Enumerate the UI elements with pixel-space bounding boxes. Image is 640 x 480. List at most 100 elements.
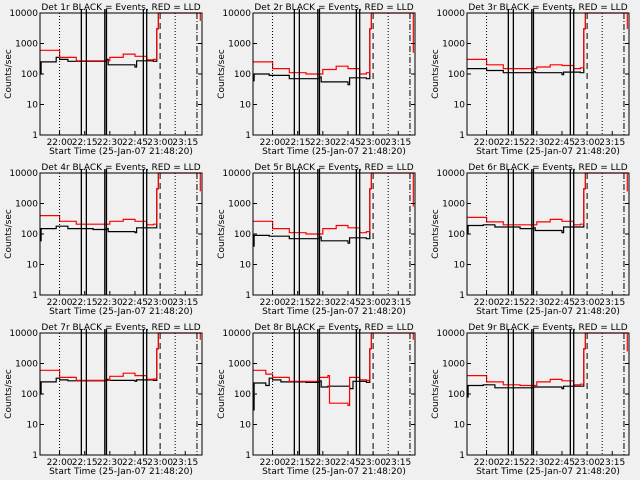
- x-tick-label: 23:15: [599, 458, 625, 468]
- y-tick-label: 10000: [222, 169, 251, 179]
- y-tick-label: 10000: [222, 329, 251, 339]
- plot-frame: [466, 172, 630, 296]
- x-tick-label: 22:15: [499, 298, 525, 308]
- y-tick-label: 1000: [228, 360, 251, 370]
- x-axis-label: Start Time (25-Jan-07 21:48:20): [262, 307, 406, 317]
- x-tick-label: 23:00: [360, 458, 386, 468]
- x-axis-label: Start Time (25-Jan-07 21:48:20): [49, 307, 193, 317]
- y-tick-label: 100: [448, 230, 465, 240]
- x-tick-label: 22:30: [97, 298, 123, 308]
- x-tick-label: 22:45: [335, 138, 361, 148]
- y-tick-label: 10: [240, 101, 252, 111]
- plot-frame: [39, 172, 203, 296]
- y-tick-label: 1000: [442, 200, 465, 210]
- x-tick-label: 22:45: [122, 298, 148, 308]
- y-tick-label: 10000: [9, 329, 38, 339]
- x-tick-label: 22:30: [310, 458, 336, 468]
- x-axis-label: Start Time (25-Jan-07 21:48:20): [476, 467, 620, 477]
- y-tick-label: 100: [448, 390, 465, 400]
- x-tick-label: 23:00: [360, 298, 386, 308]
- series-line-lld: [467, 332, 628, 387]
- x-axis-label: Start Time (25-Jan-07 21:48:20): [262, 467, 406, 477]
- x-tick-label: 23:00: [147, 138, 173, 148]
- series-line-events: [40, 333, 159, 395]
- y-tick-label: 1: [32, 291, 38, 301]
- x-tick-label: 22:00: [474, 458, 500, 468]
- x-tick-label: 23:00: [574, 138, 600, 148]
- series-line-events: [467, 13, 586, 76]
- series-line-events: [253, 333, 372, 411]
- x-tick-label: 22:00: [47, 458, 73, 468]
- series-line-lld: [253, 172, 414, 235]
- x-tick-label: 22:15: [72, 138, 98, 148]
- x-tick-label: 22:30: [524, 458, 550, 468]
- x-tick-label: 22:00: [47, 138, 73, 148]
- y-tick-label: 10000: [436, 169, 465, 179]
- x-tick-label: 22:30: [524, 138, 550, 148]
- x-tick-label: 22:15: [285, 298, 311, 308]
- y-axis-label: Counts/sec: [4, 369, 14, 419]
- x-tick-label: 22:15: [499, 138, 525, 148]
- y-tick-label: 100: [234, 70, 251, 80]
- x-axis-label: Start Time (25-Jan-07 21:48:20): [262, 147, 406, 157]
- series-line-lld: [467, 172, 628, 226]
- y-tick-label: 1000: [228, 40, 251, 50]
- series-line-lld: [253, 332, 414, 407]
- x-tick-label: 22:30: [97, 458, 123, 468]
- y-tick-label: 10: [454, 101, 466, 111]
- x-tick-label: 23:15: [385, 298, 411, 308]
- x-tick-label: 22:15: [72, 298, 98, 308]
- x-tick-label: 23:15: [599, 298, 625, 308]
- x-tick-label: 23:15: [172, 458, 198, 468]
- y-tick-label: 100: [21, 70, 38, 80]
- plot-frame: [252, 332, 416, 456]
- y-axis-label: Counts/sec: [217, 209, 227, 259]
- panel-title: Det 3r BLACK = Events, RED = LLD: [468, 3, 627, 13]
- series-line-events: [253, 13, 372, 86]
- y-tick-label: 10000: [436, 329, 465, 339]
- y-tick-label: 10: [454, 421, 466, 431]
- y-axis-label: Counts/sec: [4, 209, 14, 259]
- series-line-lld: [253, 12, 414, 75]
- x-tick-label: 23:15: [172, 298, 198, 308]
- x-tick-label: 22:15: [285, 138, 311, 148]
- x-tick-label: 23:00: [574, 298, 600, 308]
- y-tick-label: 1: [245, 291, 251, 301]
- series-line-events: [40, 173, 159, 242]
- series-line-lld: [467, 12, 628, 70]
- x-tick-label: 22:00: [260, 138, 286, 148]
- y-tick-label: 10: [240, 261, 252, 271]
- x-tick-label: 22:00: [47, 298, 73, 308]
- panel-title: Det 8r BLACK = Events, RED = LLD: [254, 323, 413, 333]
- y-axis-label: Counts/sec: [431, 49, 441, 99]
- x-tick-label: 22:15: [285, 458, 311, 468]
- series-line-events: [467, 333, 586, 398]
- y-tick-label: 10000: [436, 9, 465, 19]
- panel-title: Det 2r BLACK = Events, RED = LLD: [254, 3, 413, 13]
- y-tick-label: 10000: [9, 9, 38, 19]
- series-line-lld: [40, 12, 201, 62]
- y-tick-label: 10: [27, 101, 39, 111]
- x-tick-label: 22:30: [310, 298, 336, 308]
- y-tick-label: 1000: [228, 200, 251, 210]
- panel-title: Det 6r BLACK = Events, RED = LLD: [468, 163, 627, 173]
- y-tick-label: 1: [32, 131, 38, 141]
- panel-title: Det 1r BLACK = Events, RED = LLD: [41, 3, 200, 13]
- y-tick-label: 100: [234, 390, 251, 400]
- y-tick-label: 100: [21, 390, 38, 400]
- y-tick-label: 10: [454, 261, 466, 271]
- y-axis-label: Counts/sec: [431, 369, 441, 419]
- x-tick-label: 23:15: [385, 458, 411, 468]
- x-tick-label: 22:45: [335, 298, 361, 308]
- plot-frame: [466, 332, 630, 456]
- y-tick-label: 10: [27, 261, 39, 271]
- panel-title: Det 5r BLACK = Events, RED = LLD: [254, 163, 413, 173]
